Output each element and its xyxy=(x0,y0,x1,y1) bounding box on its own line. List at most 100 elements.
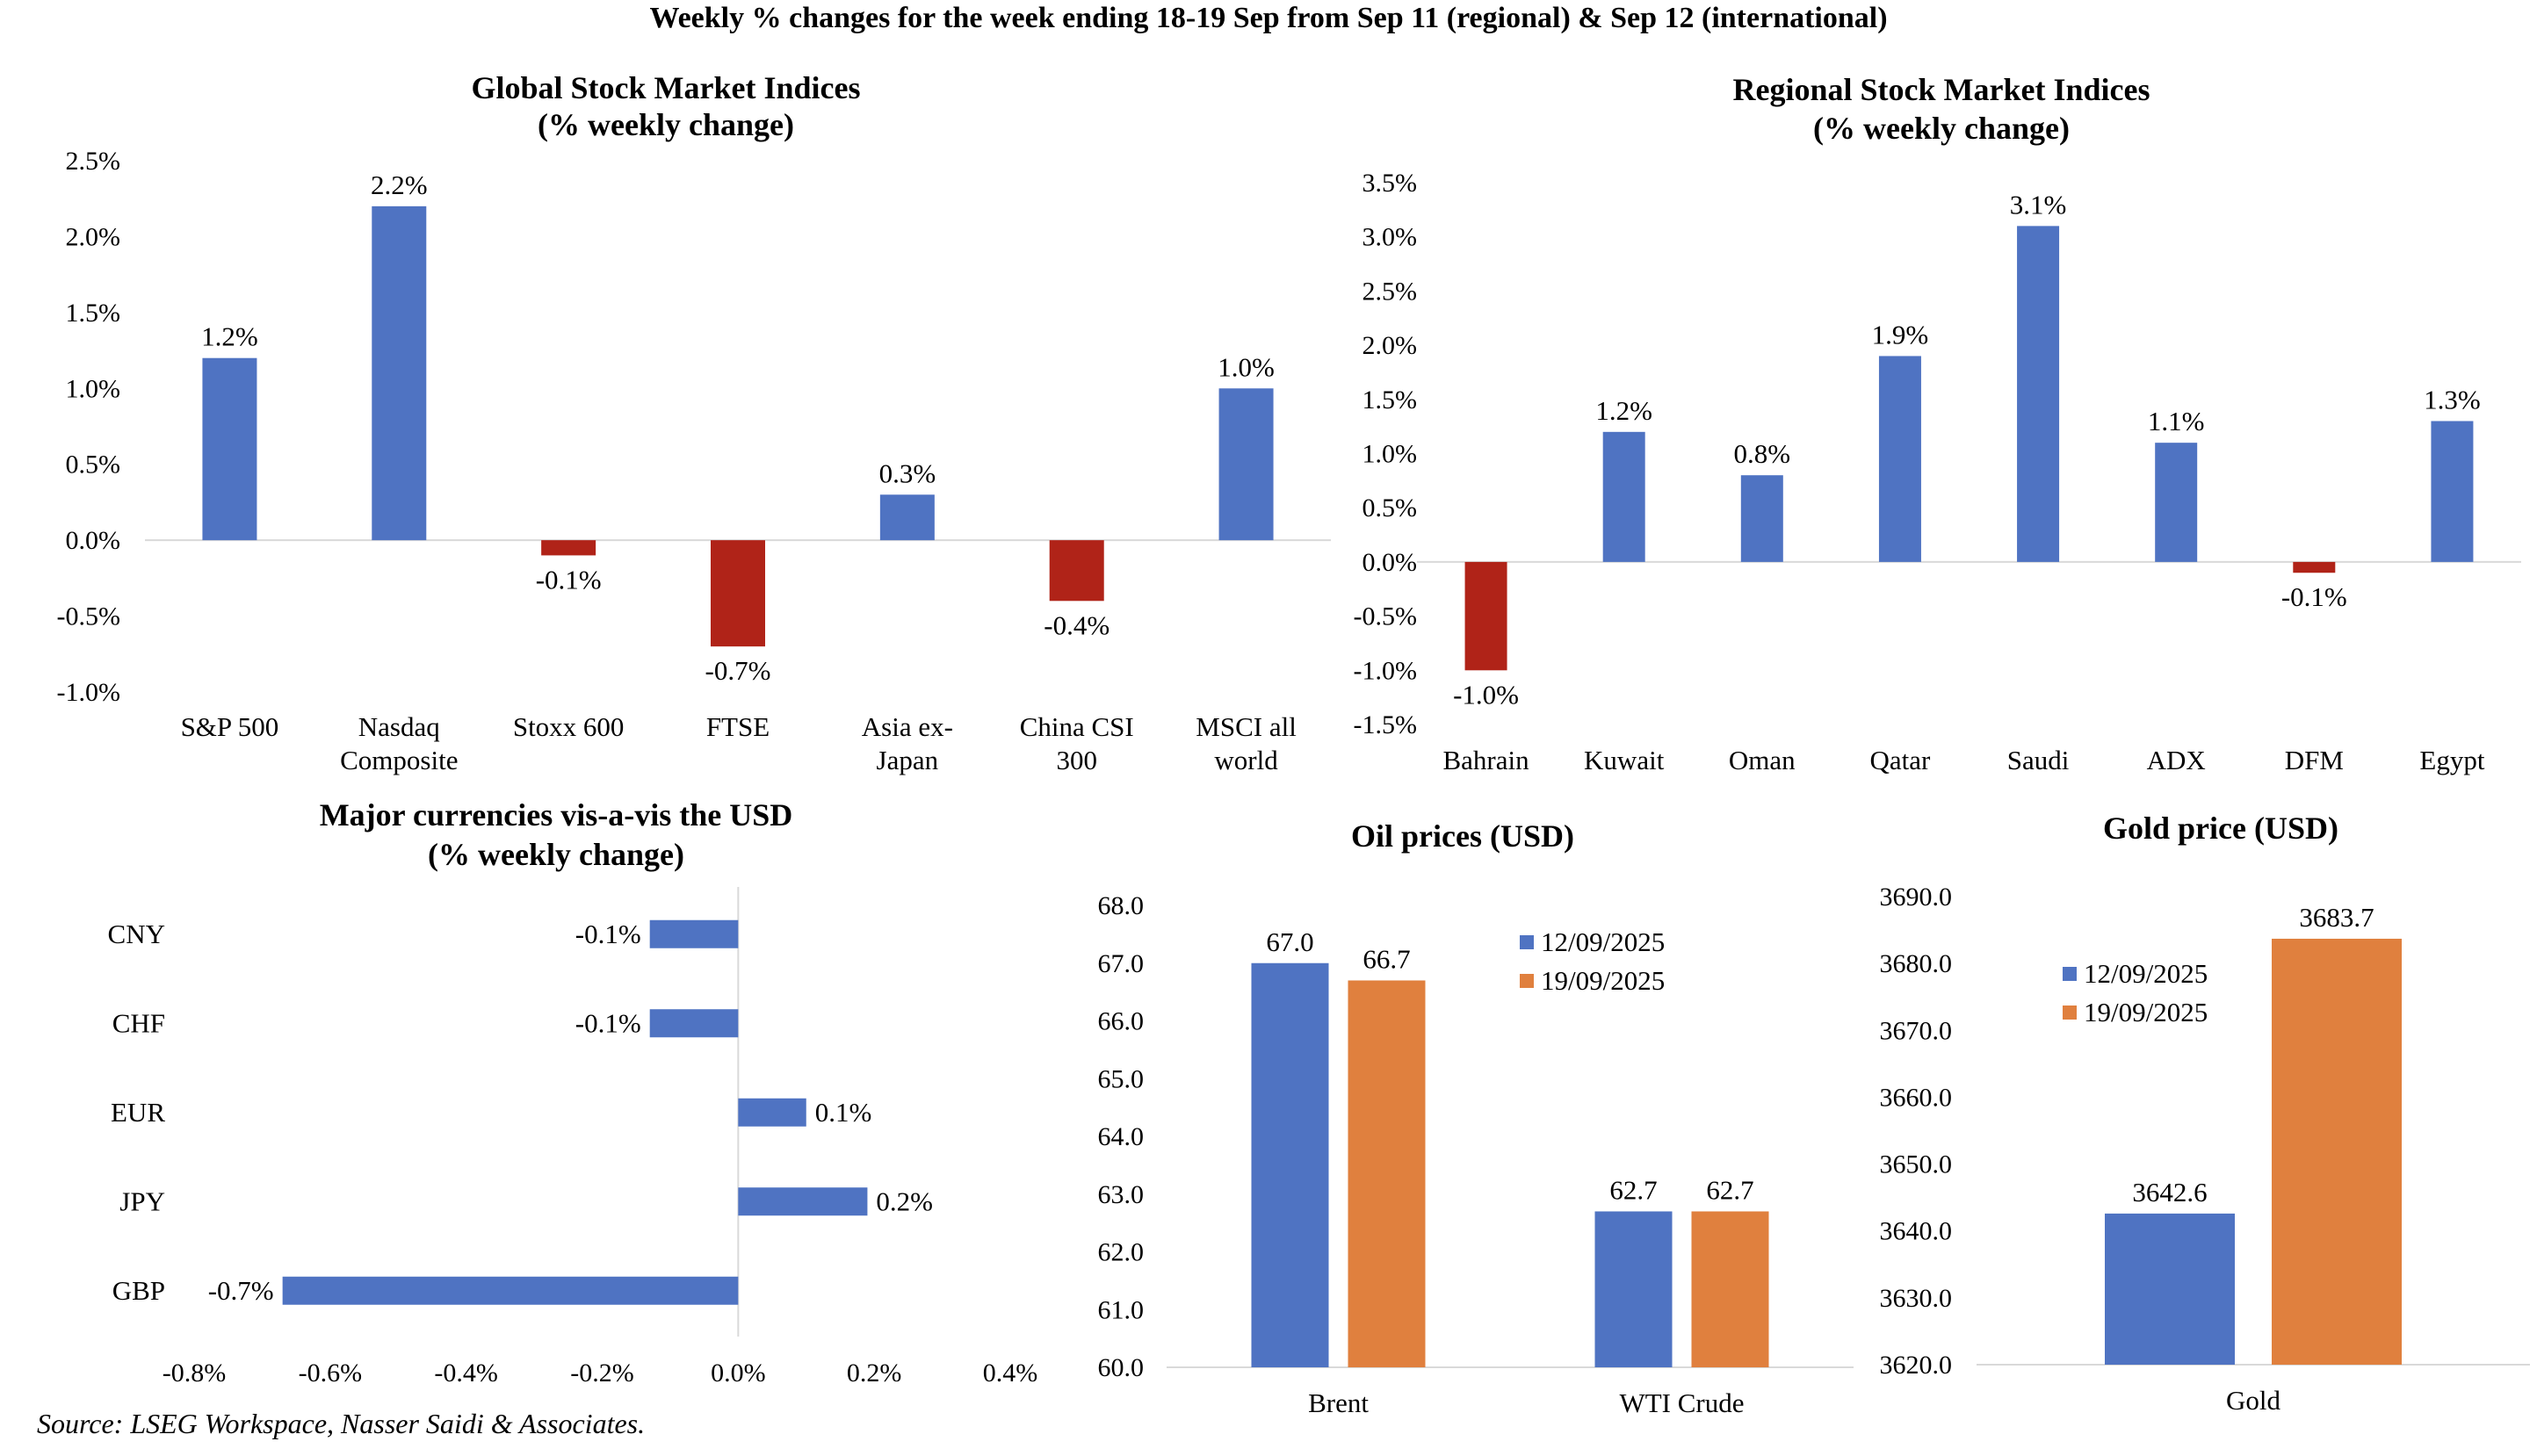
y-tick-label: 63.0 xyxy=(1098,1180,1145,1209)
chart-subtitle: (% weekly change) xyxy=(428,837,684,872)
data-label: 0.8% xyxy=(1734,438,1791,469)
category-label: Japan xyxy=(877,745,939,775)
x-tick-label: -0.2% xyxy=(570,1359,633,1388)
y-tick-label: 1.0% xyxy=(1362,440,1418,469)
category-label: Egypt xyxy=(2419,745,2484,775)
category-label: world xyxy=(1214,745,1278,775)
y-tick-label: -1.0% xyxy=(57,678,120,707)
y-tick-label: -0.5% xyxy=(1354,602,1417,631)
data-label: -0.4% xyxy=(1044,609,1109,640)
y-tick-label: 67.0 xyxy=(1098,949,1145,978)
y-tick-label: 2.0% xyxy=(66,222,121,251)
y-tick-label: -1.0% xyxy=(1354,656,1417,685)
category-label: Asia ex- xyxy=(862,711,953,742)
category-label: ADX xyxy=(2147,745,2206,775)
bar xyxy=(1348,980,1426,1367)
y-tick-label: -1.5% xyxy=(1354,710,1417,739)
data-label: 1.2% xyxy=(1595,395,1652,426)
category-label: CHF xyxy=(112,1007,165,1038)
bar xyxy=(2017,226,2060,562)
category-label: EUR xyxy=(111,1097,165,1128)
category-label: Bahrain xyxy=(1442,745,1529,775)
legend-label: 19/09/2025 xyxy=(1541,965,1665,996)
bar xyxy=(2272,938,2402,1365)
y-tick-label: 3.5% xyxy=(1362,169,1418,198)
chart-subtitle: (% weekly change) xyxy=(538,107,794,142)
data-label: -1.0% xyxy=(1453,679,1519,710)
data-label: 1.3% xyxy=(2424,384,2481,414)
x-tick-label: -0.6% xyxy=(299,1359,362,1388)
page-title: Weekly % changes for the week ending 18-… xyxy=(649,2,1888,34)
y-tick-label: 3630.0 xyxy=(1880,1284,1953,1313)
bar xyxy=(738,1187,868,1216)
y-tick-label: 0.0% xyxy=(1362,548,1418,577)
category-label: JPY xyxy=(119,1186,165,1216)
bar xyxy=(2105,1213,2235,1365)
category-label: Oman xyxy=(1729,745,1796,775)
x-tick-label: -0.4% xyxy=(434,1359,497,1388)
legend-label: 12/09/2025 xyxy=(2084,958,2208,989)
data-label: 1.1% xyxy=(2148,406,2205,436)
y-tick-label: 61.0 xyxy=(1098,1295,1145,1324)
category-label: DFM xyxy=(2285,745,2344,775)
y-tick-label: 3.0% xyxy=(1362,223,1418,252)
y-tick-label: 1.0% xyxy=(66,374,121,403)
legend-swatch xyxy=(2063,967,2077,981)
gold-price-chart: Gold price (USD) 3620.0 3630.0 3640.0 3650.0… xyxy=(1880,811,2530,1416)
regional-indices-chart: Regional Stock Market Indices (% weekly c… xyxy=(1354,72,2521,775)
x-tick-label: 0.2% xyxy=(847,1359,902,1388)
y-tick-label: 68.0 xyxy=(1098,891,1145,920)
data-label: 3683.7 xyxy=(2299,902,2374,933)
y-tick-label: 1.5% xyxy=(1362,386,1418,414)
source-note: Source: LSEG Workspace, Nasser Saidi & A… xyxy=(37,1408,646,1439)
bar xyxy=(711,540,765,647)
bar xyxy=(282,1276,739,1305)
legend-swatch xyxy=(2063,1006,2077,1020)
bar xyxy=(649,919,739,948)
y-tick-label: 2.5% xyxy=(1362,277,1418,306)
chart-title: Regional Stock Market Indices xyxy=(1733,72,2150,107)
category-label: S&P 500 xyxy=(181,711,279,742)
legend-swatch xyxy=(1520,935,1534,949)
y-tick-label: 3650.0 xyxy=(1880,1150,1953,1179)
bar xyxy=(2431,421,2474,562)
bar xyxy=(1594,1211,1673,1367)
legend-label: 12/09/2025 xyxy=(1541,926,1665,957)
bar xyxy=(2293,561,2336,573)
category-label: Composite xyxy=(340,745,458,775)
y-tick-label: 0.0% xyxy=(66,526,121,555)
y-tick-label: 3620.0 xyxy=(1880,1351,1953,1380)
bar xyxy=(1251,962,1329,1367)
y-tick-label: 60.0 xyxy=(1098,1353,1145,1382)
chart-title: Gold price (USD) xyxy=(2103,811,2338,846)
y-tick-label: 66.0 xyxy=(1098,1007,1145,1036)
bar xyxy=(202,357,257,541)
chart-title: Global Stock Market Indices xyxy=(471,70,860,105)
data-label: 62.7 xyxy=(1609,1174,1657,1205)
bar xyxy=(1740,475,1783,562)
data-label: 2.2% xyxy=(371,169,428,200)
data-label: -0.7% xyxy=(208,1275,274,1306)
y-tick-label: 3640.0 xyxy=(1880,1217,1953,1246)
bar xyxy=(1878,356,1921,562)
data-label: 66.7 xyxy=(1362,943,1410,974)
data-label: 62.7 xyxy=(1706,1174,1753,1205)
x-tick-label: 0.0% xyxy=(711,1359,766,1388)
y-tick-label: 1.5% xyxy=(66,299,121,328)
data-label: 1.2% xyxy=(201,321,258,352)
data-label: 0.1% xyxy=(815,1097,872,1128)
oil-prices-chart: Oil prices (USD) 60.0 61.0 62.0 63.0 64.0 65.0… xyxy=(1098,818,1854,1418)
bar xyxy=(649,1009,739,1038)
y-tick-label: 2.5% xyxy=(66,147,121,176)
bar xyxy=(1602,431,1645,562)
category-label: Saudi xyxy=(2007,745,2070,775)
category-label: Brent xyxy=(1308,1388,1369,1418)
y-tick-label: 0.5% xyxy=(66,450,121,479)
y-tick-label: 0.5% xyxy=(1362,494,1418,523)
data-label: 1.9% xyxy=(1872,319,1929,350)
bar xyxy=(738,1098,806,1127)
y-tick-label: 64.0 xyxy=(1098,1122,1145,1151)
bar xyxy=(1049,540,1104,602)
data-label: -0.7% xyxy=(705,655,771,686)
